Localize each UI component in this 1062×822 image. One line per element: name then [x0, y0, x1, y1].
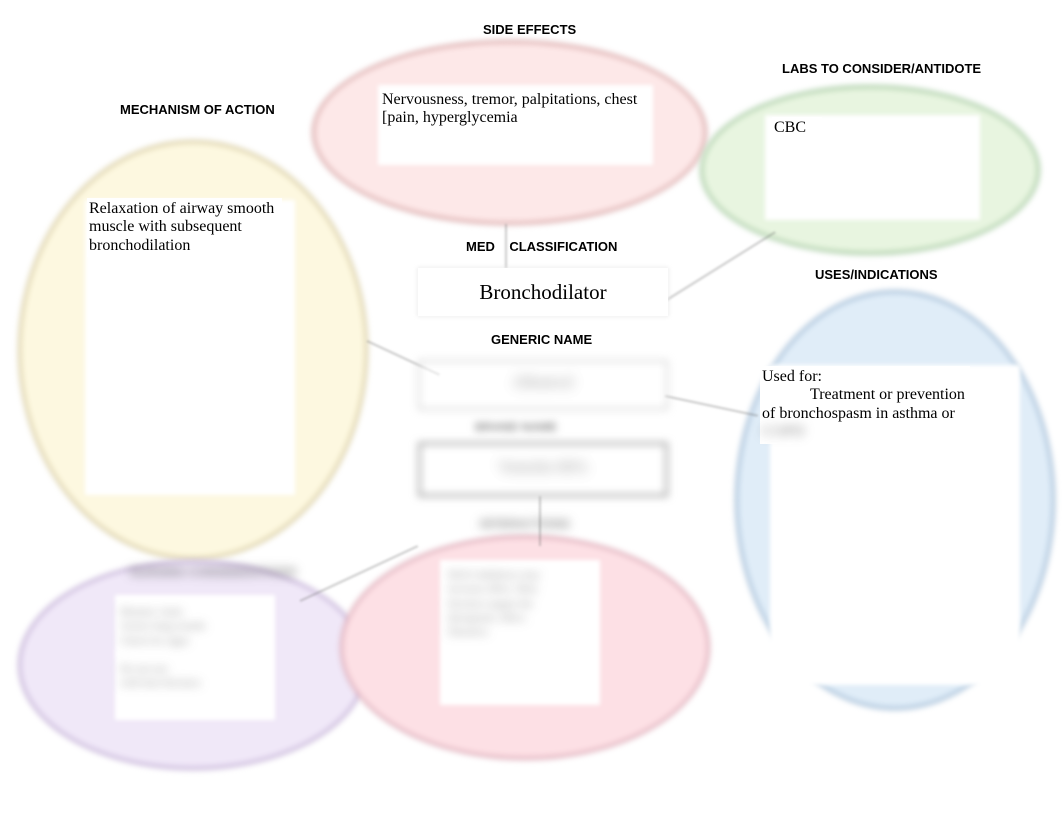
- med-classification-label: MED CLASSIFICATION: [466, 239, 617, 254]
- classification-value: Bronchodilator: [418, 268, 668, 316]
- uses-line1: Used for:: [762, 368, 822, 385]
- connector: [665, 395, 758, 417]
- side-effects-text: Nervousness, tremor, palpitations, chest…: [380, 89, 650, 130]
- labs-text: CBC: [772, 117, 822, 139]
- generic-name-label: GENERIC NAME: [491, 332, 592, 347]
- side-effects-label: SIDE EFFECTS: [483, 22, 576, 37]
- labs-label: LABS TO CONSIDER/ANTIDOTE: [782, 61, 981, 76]
- uses-line2: Treatment or prevention of bronchospasm …: [762, 386, 969, 421]
- brand-name-blurred-label: BRAND NAME: [475, 420, 557, 434]
- mechanism-label: MECHANISM OF ACTION: [120, 102, 275, 117]
- connector: [664, 231, 775, 302]
- nursing-blurred-label: NURSING CONSIDERATIONS: [130, 565, 296, 579]
- bottom-left-blurred-content: Monitor vitalsAssess lung soundsCheck fo…: [120, 605, 270, 691]
- concept-map-diagram: SIDE EFFECTS MECHANISM OF ACTION LABS TO…: [0, 0, 1062, 822]
- uses-text: Used for: Treatment or prevention of bro…: [760, 366, 970, 444]
- mechanism-text: Relaxation of airway smooth muscle with …: [87, 198, 282, 257]
- bottom-center-blurred-content: MAO inhibitors mayincrease effect. Betab…: [448, 568, 593, 639]
- generic-name-box-2: Ventolin HFA: [418, 442, 668, 497]
- interactions-blurred-label: INTERACTIONS: [480, 517, 570, 531]
- uses-label: USES/INDICATIONS: [815, 267, 938, 282]
- generic-name-box-1: Albuterol: [418, 360, 668, 410]
- uses-blurred: COPD: [762, 423, 968, 441]
